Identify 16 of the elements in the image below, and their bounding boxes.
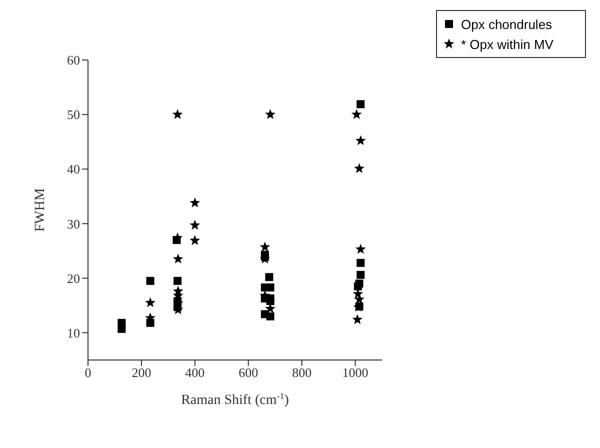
x-axis-title: Raman Shift (cm$^{-1}$): [181, 391, 290, 408]
x-tick-label: 1000: [342, 365, 368, 380]
x-tick-label: 400: [185, 365, 205, 380]
x-tick-label: 800: [292, 365, 312, 380]
x-tick-label: 0: [84, 365, 92, 380]
y-axis-title: FWHM: [33, 188, 48, 232]
y-tick-label: 10: [67, 325, 80, 340]
legend-label: Opx chondrules: [461, 16, 552, 32]
y-tick-label: 40: [67, 162, 80, 177]
y-tick-label: 60: [67, 52, 80, 68]
y-tick-label: 50: [67, 107, 80, 122]
y-tick-label: 30: [67, 216, 80, 232]
y-tick-label: 20: [67, 270, 80, 286]
x-tick-label: 200: [132, 365, 152, 380]
x-tick-label: 600: [238, 365, 258, 380]
legend-label: * Opx within MV: [461, 36, 554, 52]
